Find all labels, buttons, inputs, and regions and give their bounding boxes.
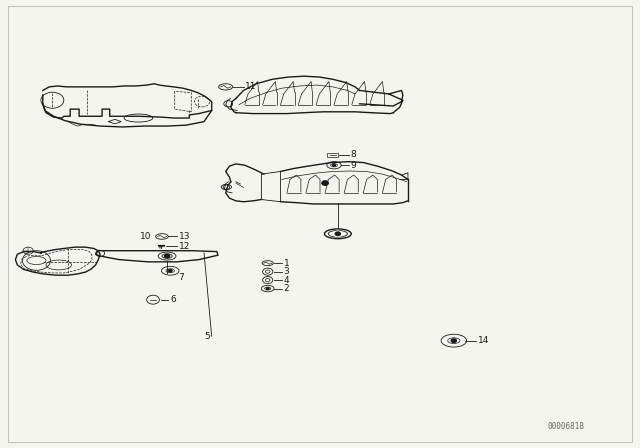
Text: 00006818: 00006818 — [547, 422, 584, 431]
Circle shape — [266, 288, 269, 289]
Text: 6: 6 — [170, 295, 176, 304]
Circle shape — [164, 254, 170, 258]
Circle shape — [451, 339, 456, 342]
Circle shape — [168, 270, 172, 272]
Circle shape — [335, 232, 340, 236]
Text: 7: 7 — [179, 273, 184, 282]
Text: 10: 10 — [140, 232, 152, 241]
Text: 11: 11 — [246, 82, 257, 91]
Text: 14: 14 — [478, 336, 490, 345]
Text: 8: 8 — [351, 150, 356, 159]
Text: 3: 3 — [284, 267, 289, 276]
Circle shape — [322, 181, 328, 185]
Text: 5: 5 — [204, 332, 210, 340]
Circle shape — [334, 231, 342, 237]
Text: 2: 2 — [284, 284, 289, 293]
Text: 9: 9 — [351, 161, 356, 170]
Text: 1: 1 — [284, 258, 289, 267]
Text: 4: 4 — [284, 276, 289, 284]
Text: 12: 12 — [179, 242, 190, 251]
Text: 13: 13 — [179, 232, 190, 241]
Circle shape — [333, 164, 335, 166]
